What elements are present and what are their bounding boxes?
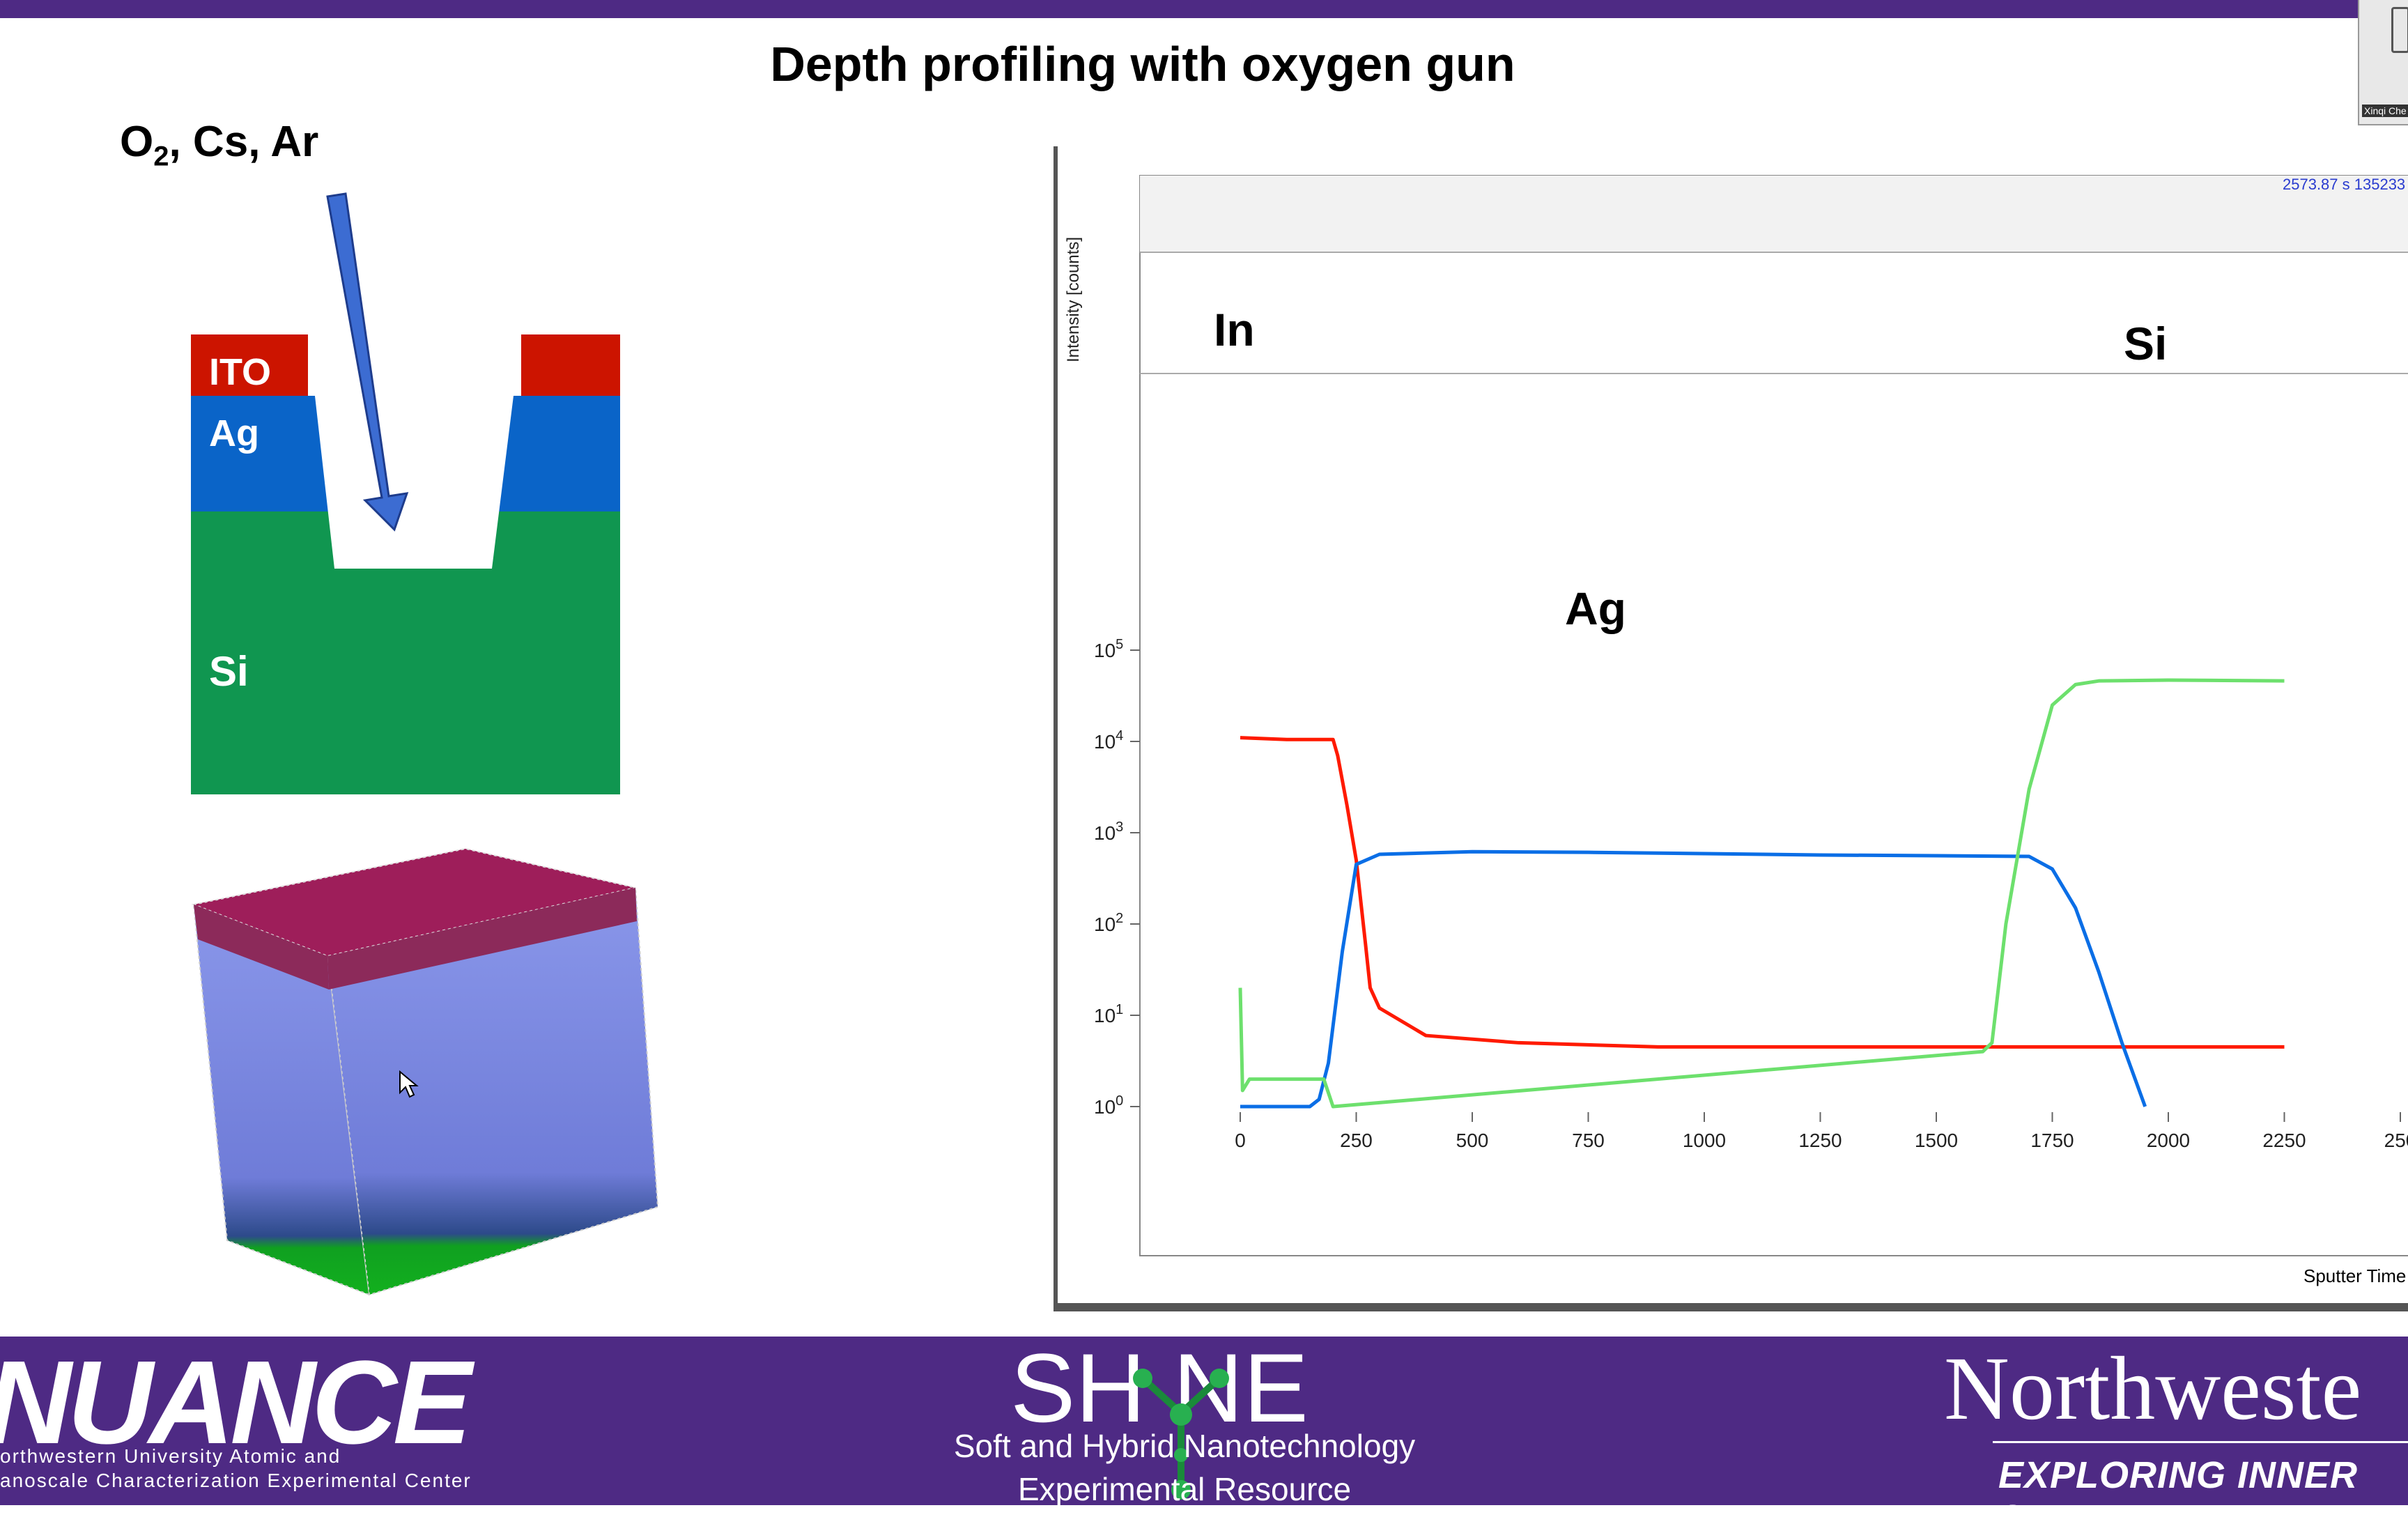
nuance-subtitle-line2: anoscale Characterization Experimental C… [0, 1470, 472, 1491]
3d-reconstruction-cube [191, 847, 659, 1296]
x-tick-label: 1750 [2030, 1130, 2074, 1151]
depth-profile-chart: 0 250 500 750 1000 1250 1500 1750 2000 2250 250 10… [1064, 175, 2408, 1286]
y-axis-label: Intensity [counts] [1064, 237, 1083, 362]
nuance-subtitle: orthwestern University Atomic and anosca… [0, 1444, 472, 1493]
shyne-logo: SH NE [1010, 1333, 1309, 1442]
upper-band [1140, 176, 2408, 252]
x-tick-label: 250 [2384, 1130, 2408, 1151]
cube-right-face [326, 886, 659, 1296]
x-tick-label: 250 [1340, 1130, 1373, 1151]
ion-label-prefix: O [120, 118, 154, 166]
northwestern-tagline: EXPLORING INNER SPA [1998, 1454, 2359, 1539]
plot-area [1139, 175, 2408, 1256]
slide-title: Depth profiling with oxygen gun [770, 37, 1515, 91]
ito-label: ITO [209, 351, 271, 393]
thumbnail-icon [2391, 7, 2408, 53]
in-annotation: In [1214, 304, 1255, 355]
shyne-subtitle: Soft and Hybrid Nanotechnology Experimen… [899, 1424, 1470, 1511]
series-line-ag [1240, 849, 2147, 1109]
thumbnail-name: Xinqi Che [2362, 105, 2408, 117]
ion-label-rest: , Cs, Ar [169, 118, 319, 166]
ito-layer-right [521, 334, 620, 397]
x-tick-label: 1000 [1683, 1130, 1726, 1151]
mouse-cursor-icon [399, 1070, 419, 1098]
shyne-subtitle-line1: Soft and Hybrid Nanotechnology [953, 1428, 1416, 1464]
shyne-subtitle-line2: Experimental Resource [1017, 1471, 1352, 1508]
ion-label-subscript: 2 [153, 141, 169, 172]
northwestern-logo: Northweste [1944, 1339, 2362, 1439]
cursor-readout: 2573.87 s 135233 [2283, 176, 2405, 193]
ion-beam-arrow [326, 192, 409, 532]
y-tick-label: 100 [1094, 1093, 1123, 1118]
nuance-subtitle-line1: orthwestern University Atomic and [0, 1445, 341, 1467]
crater [308, 334, 521, 569]
si-label: Si [209, 648, 249, 695]
y-tick-label: 105 [1094, 637, 1123, 661]
x-tick-label: 2250 [2262, 1130, 2306, 1151]
ag-annotation: Ag [1565, 583, 1626, 634]
si-annotation: Si [2124, 318, 2167, 369]
y-tick-label: 102 [1094, 911, 1123, 935]
series-line-in [1240, 736, 2285, 1049]
x-tick-label: 500 [1456, 1130, 1489, 1151]
ion-source-label: O2, Cs, Ar [120, 117, 318, 172]
cube-top-left-band [194, 904, 329, 990]
x-tick-label: 1250 [1798, 1130, 1842, 1151]
footer-bar: NUANCE orthwestern University Atomic and… [0, 1333, 2408, 1539]
y-tick-label: 101 [1094, 1002, 1123, 1026]
nuance-logo: NUANCE [0, 1337, 472, 1469]
y-tick-label: 104 [1094, 728, 1123, 753]
depth-profile-chart-frame: 0 250 500 750 1000 1250 1500 1750 2000 2250 250 10… [1054, 146, 2408, 1311]
video-thumbnail[interactable]: Xinqi Che [2358, 0, 2408, 125]
x-tick-label: 0 [1235, 1130, 1246, 1151]
y-tick-label: 103 [1094, 819, 1123, 844]
x-tick-label: 750 [1572, 1130, 1605, 1151]
layer-stack-schematic: ITO Ag Si [191, 192, 620, 794]
series-line-si [1238, 678, 2285, 1109]
top-bar [0, 0, 2408, 18]
ito-layer-left [191, 334, 308, 397]
ag-label: Ag [209, 413, 259, 454]
cube-top-right-band [327, 888, 637, 990]
northwestern-divider [1993, 1441, 2408, 1443]
x-axis-label: Sputter Time [2303, 1265, 2406, 1286]
x-tick-label: 1500 [1915, 1130, 1958, 1151]
x-tick-label: 2000 [2147, 1130, 2190, 1151]
shyne-molecule-icon [1133, 1369, 1229, 1500]
